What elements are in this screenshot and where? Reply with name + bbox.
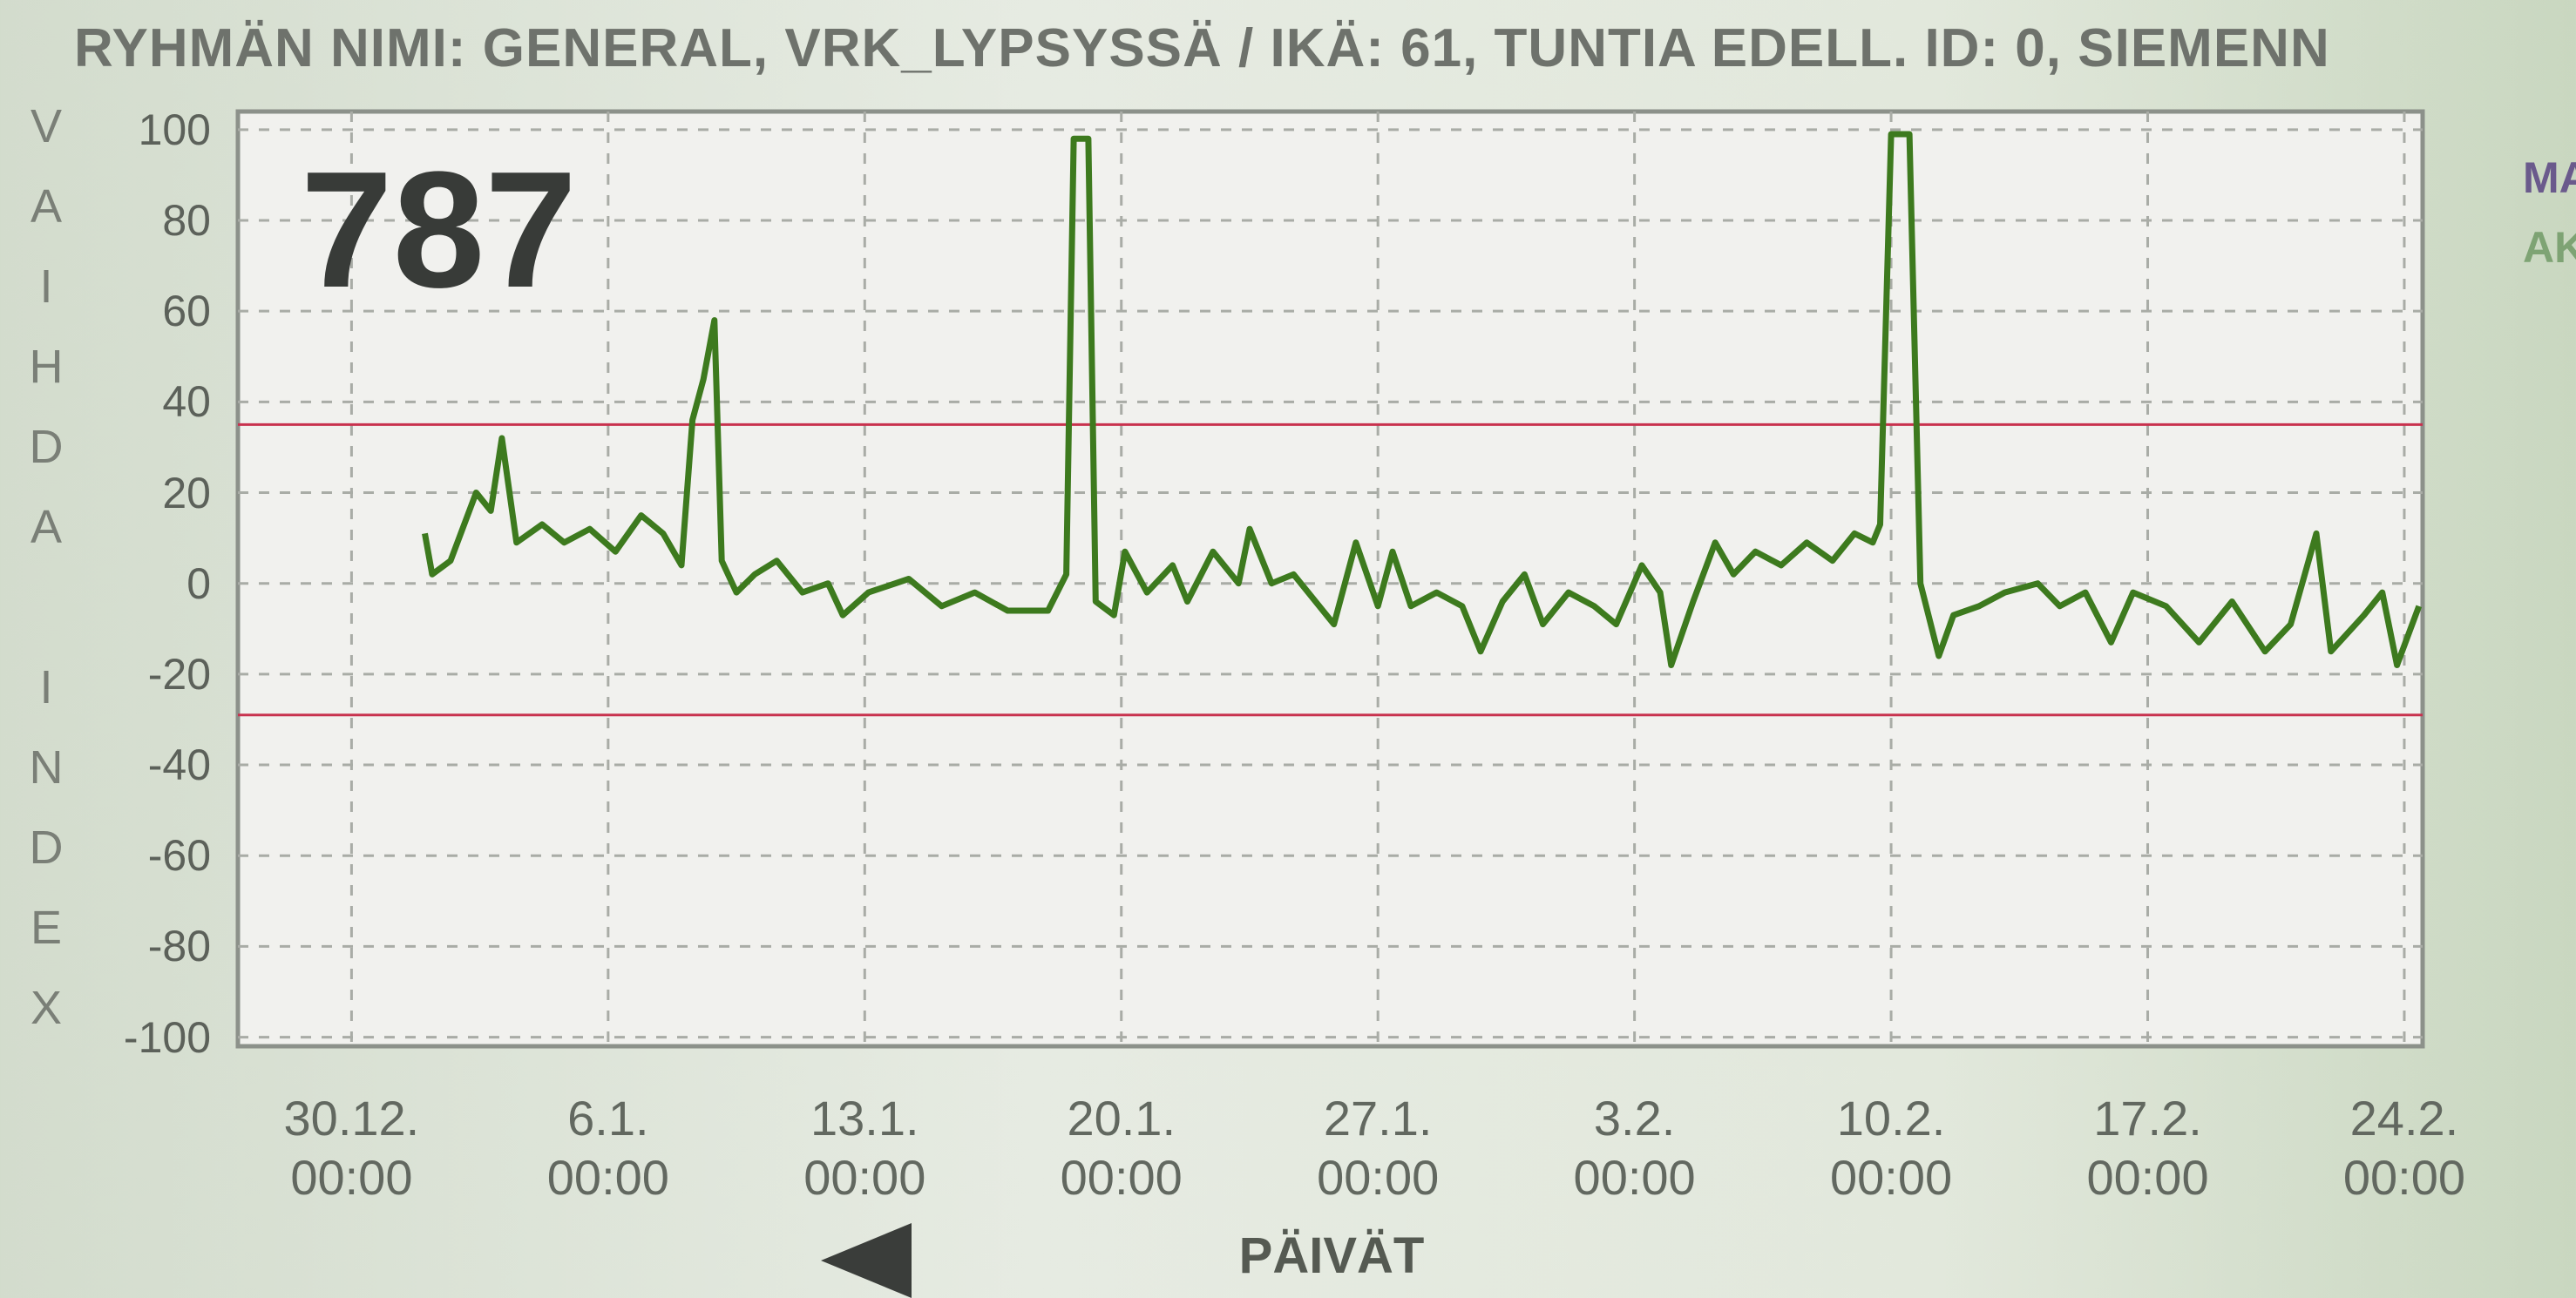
annotation: 787 (301, 138, 578, 322)
plot-area (235, 109, 2425, 1049)
x-tick-label: 30.12. 00:00 (283, 1091, 420, 1205)
x-tick-label: 27.1. 00:00 (1317, 1091, 1440, 1205)
x-tick-label: 6.1. 00:00 (546, 1091, 669, 1205)
title: RYHMÄN NIMI: GENERAL, VRK_LYPSYSSÄ / IKÄ… (74, 18, 2330, 78)
y-tick-label: 100 (138, 105, 211, 154)
x-tick-label: 13.1. 00:00 (803, 1091, 926, 1205)
y-tick-label: -60 (147, 831, 211, 881)
x-tick-label: 20.1. 00:00 (1060, 1091, 1183, 1205)
y-tick-label: -40 (147, 740, 211, 790)
side-label: MA (2523, 153, 2576, 202)
y-tick-label: -20 (147, 649, 211, 699)
y-tick-label: 60 (162, 287, 211, 336)
x-tick-label: 10.2. 00:00 (1829, 1091, 1953, 1205)
side-label: AK (2523, 223, 2576, 272)
y-axis-label: VAIHDA INDEX (20, 100, 72, 1062)
y-tick-label: 0 (186, 558, 211, 608)
x-axis-label: PÄIVÄT (1238, 1227, 1425, 1284)
x-tick-label: 17.2. 00:00 (2086, 1091, 2209, 1205)
y-tick-label: 20 (162, 468, 211, 517)
y-tick-label: -80 (147, 922, 211, 971)
y-tick-label: -100 (123, 1012, 211, 1062)
y-tick-label: 80 (162, 196, 211, 245)
y-tick-label: 40 (162, 377, 211, 427)
back-arrow[interactable] (821, 1223, 912, 1298)
data-line (422, 131, 2423, 668)
x-tick-label: 24.2. 00:00 (2342, 1091, 2466, 1205)
x-tick-label: 3.2. 00:00 (1573, 1091, 1696, 1205)
